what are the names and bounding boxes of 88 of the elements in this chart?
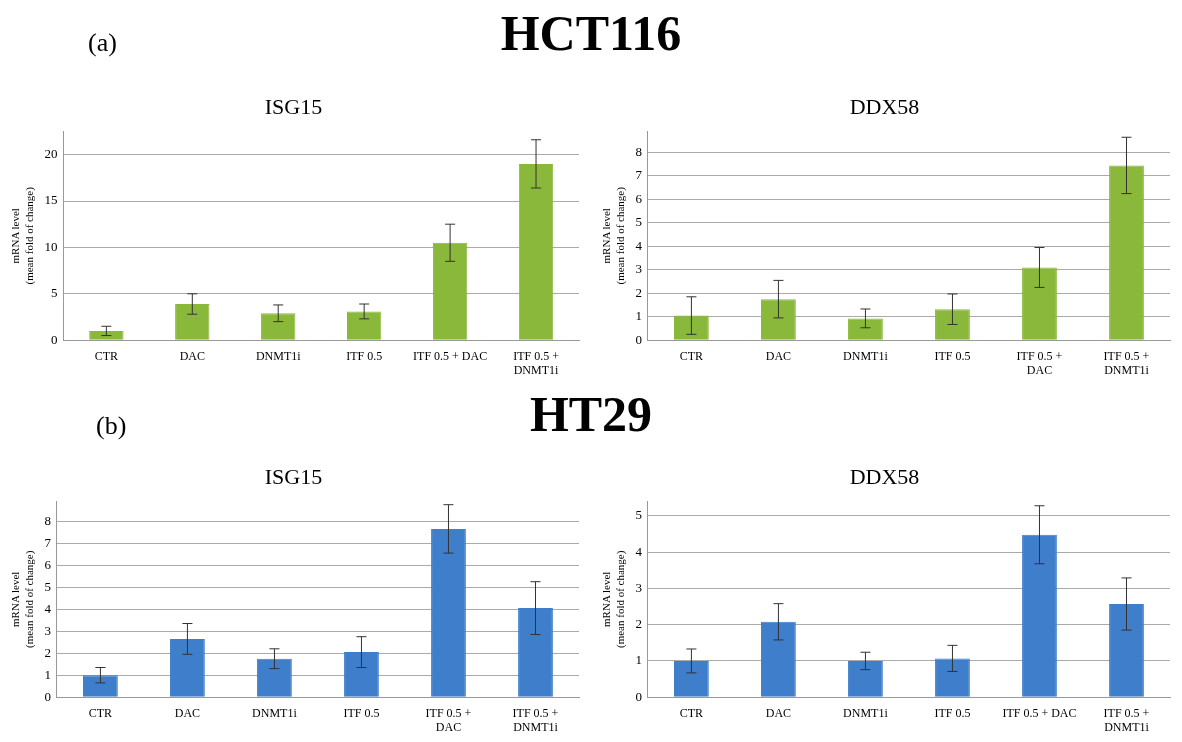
- bar: [1022, 267, 1057, 340]
- y-tick-label: 5: [635, 214, 642, 230]
- bar: [674, 660, 709, 697]
- x-tick-label: ITF 0.5: [346, 348, 383, 363]
- y-tick-label: 20: [44, 146, 58, 162]
- x-tick-label: DAC: [765, 348, 792, 363]
- text: (b): [96, 411, 127, 441]
- bar: [848, 660, 883, 697]
- bar: [83, 675, 118, 697]
- bar: [518, 608, 553, 697]
- y-tick-label: 0: [635, 688, 642, 704]
- bar: [1109, 604, 1144, 697]
- y-axis-title: mRNA level (mean fold of change): [9, 186, 36, 285]
- y-tick-label: 0: [44, 688, 51, 704]
- bar: [257, 658, 292, 697]
- y-tick-label: 0: [50, 331, 58, 347]
- y-tick-label: 4: [44, 600, 52, 616]
- text: HCT116: [500, 5, 682, 61]
- x-tick-label: DAC: [765, 705, 792, 720]
- x-tick-label: ITF 0.5 + DAC: [1016, 348, 1063, 377]
- y-axis-title: mRNA level (mean fold of change): [9, 550, 36, 649]
- text: (a): [88, 28, 117, 58]
- bar: [935, 309, 970, 340]
- y-tick-label: 7: [44, 534, 52, 550]
- chart-title: ISG15: [264, 93, 323, 119]
- x-tick-label: ITF 0.5: [934, 348, 971, 363]
- x-tick-label: CTR: [88, 705, 113, 720]
- y-tick-label: 0: [635, 331, 642, 347]
- chart-title: DDX58: [849, 463, 920, 489]
- x-tick-label: CTR: [679, 705, 704, 720]
- bar: [346, 311, 382, 340]
- y-tick-label: 15: [44, 192, 58, 208]
- y-tick-label: 6: [635, 190, 643, 206]
- bar: [674, 315, 709, 340]
- bar: [848, 318, 883, 340]
- text: HT29: [529, 386, 653, 442]
- x-tick-label: CTR: [679, 348, 704, 363]
- y-tick-label: 1: [44, 666, 51, 682]
- x-tick-label: ITF 0.5 + DNMT1i: [1103, 348, 1150, 377]
- y-tick-label: 4: [635, 237, 643, 253]
- x-tick-label: ITF 0.5: [343, 705, 380, 720]
- bar: [1022, 534, 1057, 697]
- y-tick-label: 2: [635, 616, 642, 632]
- y-tick-label: 3: [635, 579, 642, 595]
- x-tick-label: DNMT1i: [843, 705, 889, 720]
- y-tick-label: 8: [635, 143, 642, 159]
- x-tick-label: ITF 0.5 + DAC: [1002, 705, 1077, 720]
- y-tick-label: 7: [635, 167, 643, 183]
- y-tick-label: 8: [44, 512, 51, 528]
- bar: [261, 313, 296, 340]
- y-axis-title: mRNA level (mean fold of change): [600, 550, 627, 649]
- x-tick-label: CTR: [94, 348, 119, 363]
- y-tick-label: 2: [44, 644, 51, 660]
- x-tick-label: ITF 0.5 + DNMT1i: [512, 705, 559, 734]
- y-tick-label: 6: [44, 556, 52, 572]
- y-tick-label: 10: [44, 238, 58, 254]
- y-tick-label: 3: [44, 622, 51, 638]
- y-tick-label: 4: [635, 543, 643, 559]
- y-tick-label: 5: [635, 507, 642, 523]
- x-tick-label: DNMT1i: [843, 348, 889, 363]
- x-tick-label: ITF 0.5: [934, 705, 971, 720]
- x-tick-label: DAC: [174, 705, 201, 720]
- x-tick-label: ITF 0.5 + DAC: [425, 705, 472, 734]
- y-tick-label: 5: [50, 285, 58, 301]
- y-tick-label: 5: [44, 578, 51, 594]
- bar: [518, 163, 554, 340]
- x-tick-label: DNMT1i: [252, 705, 298, 720]
- bar: [432, 242, 468, 340]
- bar: [935, 658, 970, 697]
- bar: [761, 621, 796, 697]
- x-tick-label: ITF 0.5 + DNMT1i: [1103, 705, 1150, 734]
- chart-title: ISG15: [264, 463, 323, 489]
- bar: [344, 652, 379, 697]
- x-tick-label: ITF 0.5 + DNMT1i: [513, 348, 560, 377]
- x-tick-label: DAC: [179, 348, 205, 363]
- bar: [431, 528, 466, 697]
- y-tick-label: 1: [635, 308, 642, 324]
- bar: [175, 304, 210, 340]
- y-tick-label: 2: [635, 284, 642, 300]
- y-tick-label: 3: [635, 261, 642, 277]
- x-tick-label: ITF 0.5 + DAC: [413, 348, 488, 363]
- y-tick-label: 1: [635, 652, 642, 668]
- bar: [170, 638, 205, 697]
- x-tick-label: DNMT1i: [255, 348, 302, 363]
- chart-title: DDX58: [849, 93, 920, 119]
- y-axis-title: mRNA level (mean fold of change): [600, 186, 627, 285]
- bar: [761, 299, 796, 340]
- bar: [1109, 165, 1144, 340]
